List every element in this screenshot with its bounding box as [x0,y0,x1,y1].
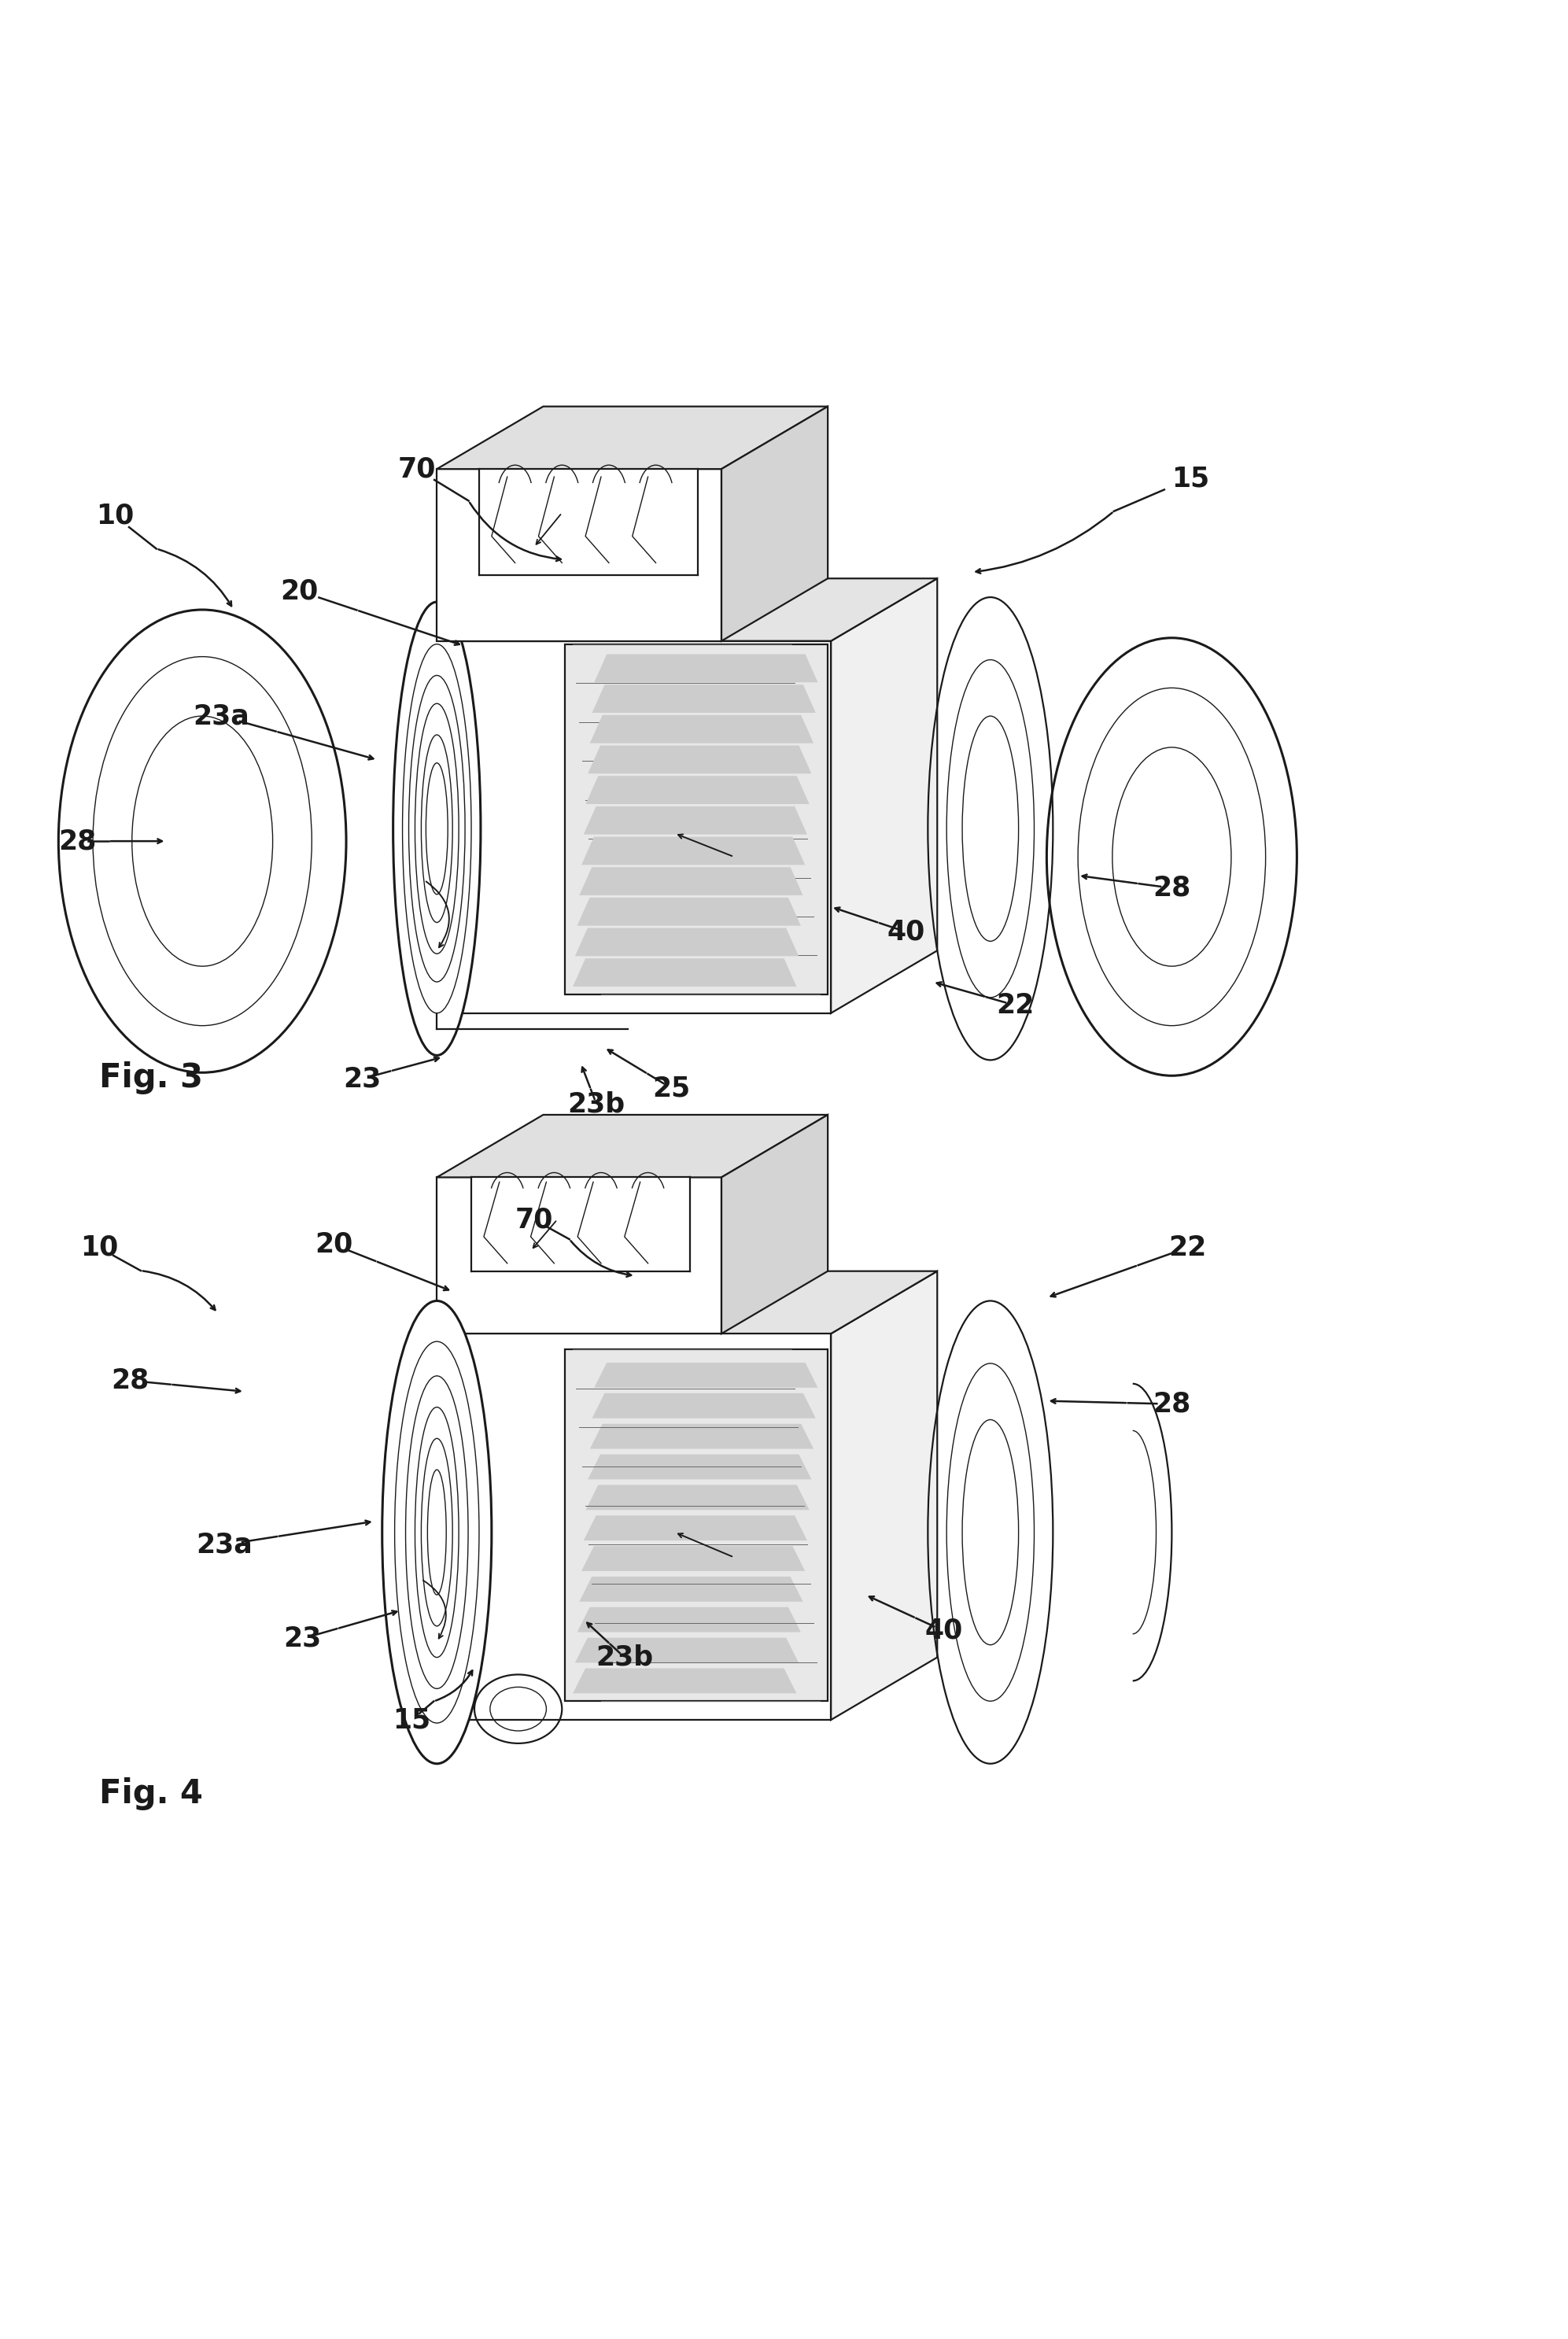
Polygon shape [590,716,814,744]
Polygon shape [593,1394,815,1417]
Text: 25: 25 [652,1076,690,1102]
Text: 15: 15 [394,1707,431,1733]
Polygon shape [437,1333,831,1719]
Ellipse shape [394,601,481,1055]
Polygon shape [586,777,809,805]
Text: Fig. 4: Fig. 4 [99,1778,202,1810]
Text: 10: 10 [96,503,133,529]
Text: 22: 22 [996,992,1035,1020]
Polygon shape [593,685,815,713]
Polygon shape [582,837,804,865]
Polygon shape [721,1116,828,1333]
Text: 23: 23 [343,1067,381,1092]
Polygon shape [721,407,828,641]
Ellipse shape [383,1300,492,1764]
Text: 70: 70 [398,456,436,482]
Polygon shape [588,1455,811,1478]
Polygon shape [579,1576,803,1602]
Polygon shape [583,1516,808,1541]
Polygon shape [437,641,831,1013]
Polygon shape [437,470,721,641]
Polygon shape [480,470,698,575]
Text: 40: 40 [925,1616,963,1644]
Polygon shape [577,898,801,926]
Polygon shape [437,578,938,641]
Text: 23: 23 [284,1626,321,1651]
Text: 10: 10 [80,1235,118,1261]
Text: 15: 15 [1171,465,1209,491]
Text: 20: 20 [315,1230,353,1258]
Polygon shape [583,807,808,835]
Polygon shape [586,1485,809,1511]
Text: Fig. 3: Fig. 3 [99,1062,202,1095]
Polygon shape [472,1177,690,1270]
Polygon shape [594,655,818,683]
Text: 28: 28 [111,1368,149,1394]
Text: 40: 40 [887,919,925,945]
Polygon shape [572,959,797,987]
Polygon shape [437,1177,721,1333]
Polygon shape [590,1424,814,1448]
Polygon shape [582,1546,804,1572]
Polygon shape [575,929,798,957]
Polygon shape [437,407,828,470]
Text: 28: 28 [1152,875,1190,901]
Polygon shape [588,746,811,774]
Text: 20: 20 [281,578,318,603]
Polygon shape [594,1364,818,1387]
Polygon shape [831,578,938,1013]
Polygon shape [579,868,803,896]
Polygon shape [572,1668,797,1693]
Polygon shape [575,1637,798,1663]
Polygon shape [437,1116,828,1177]
Polygon shape [564,1350,828,1700]
Text: 23b: 23b [568,1090,626,1118]
Polygon shape [577,1607,801,1633]
Polygon shape [437,1270,938,1333]
Text: 23a: 23a [196,1532,252,1558]
Text: 22: 22 [1168,1235,1206,1261]
Text: 23a: 23a [193,702,249,730]
Text: 70: 70 [514,1207,554,1233]
Text: 28: 28 [1152,1392,1190,1417]
Polygon shape [564,643,828,994]
Polygon shape [831,1270,938,1719]
Text: 23b: 23b [596,1644,654,1670]
Text: 28: 28 [58,828,96,854]
